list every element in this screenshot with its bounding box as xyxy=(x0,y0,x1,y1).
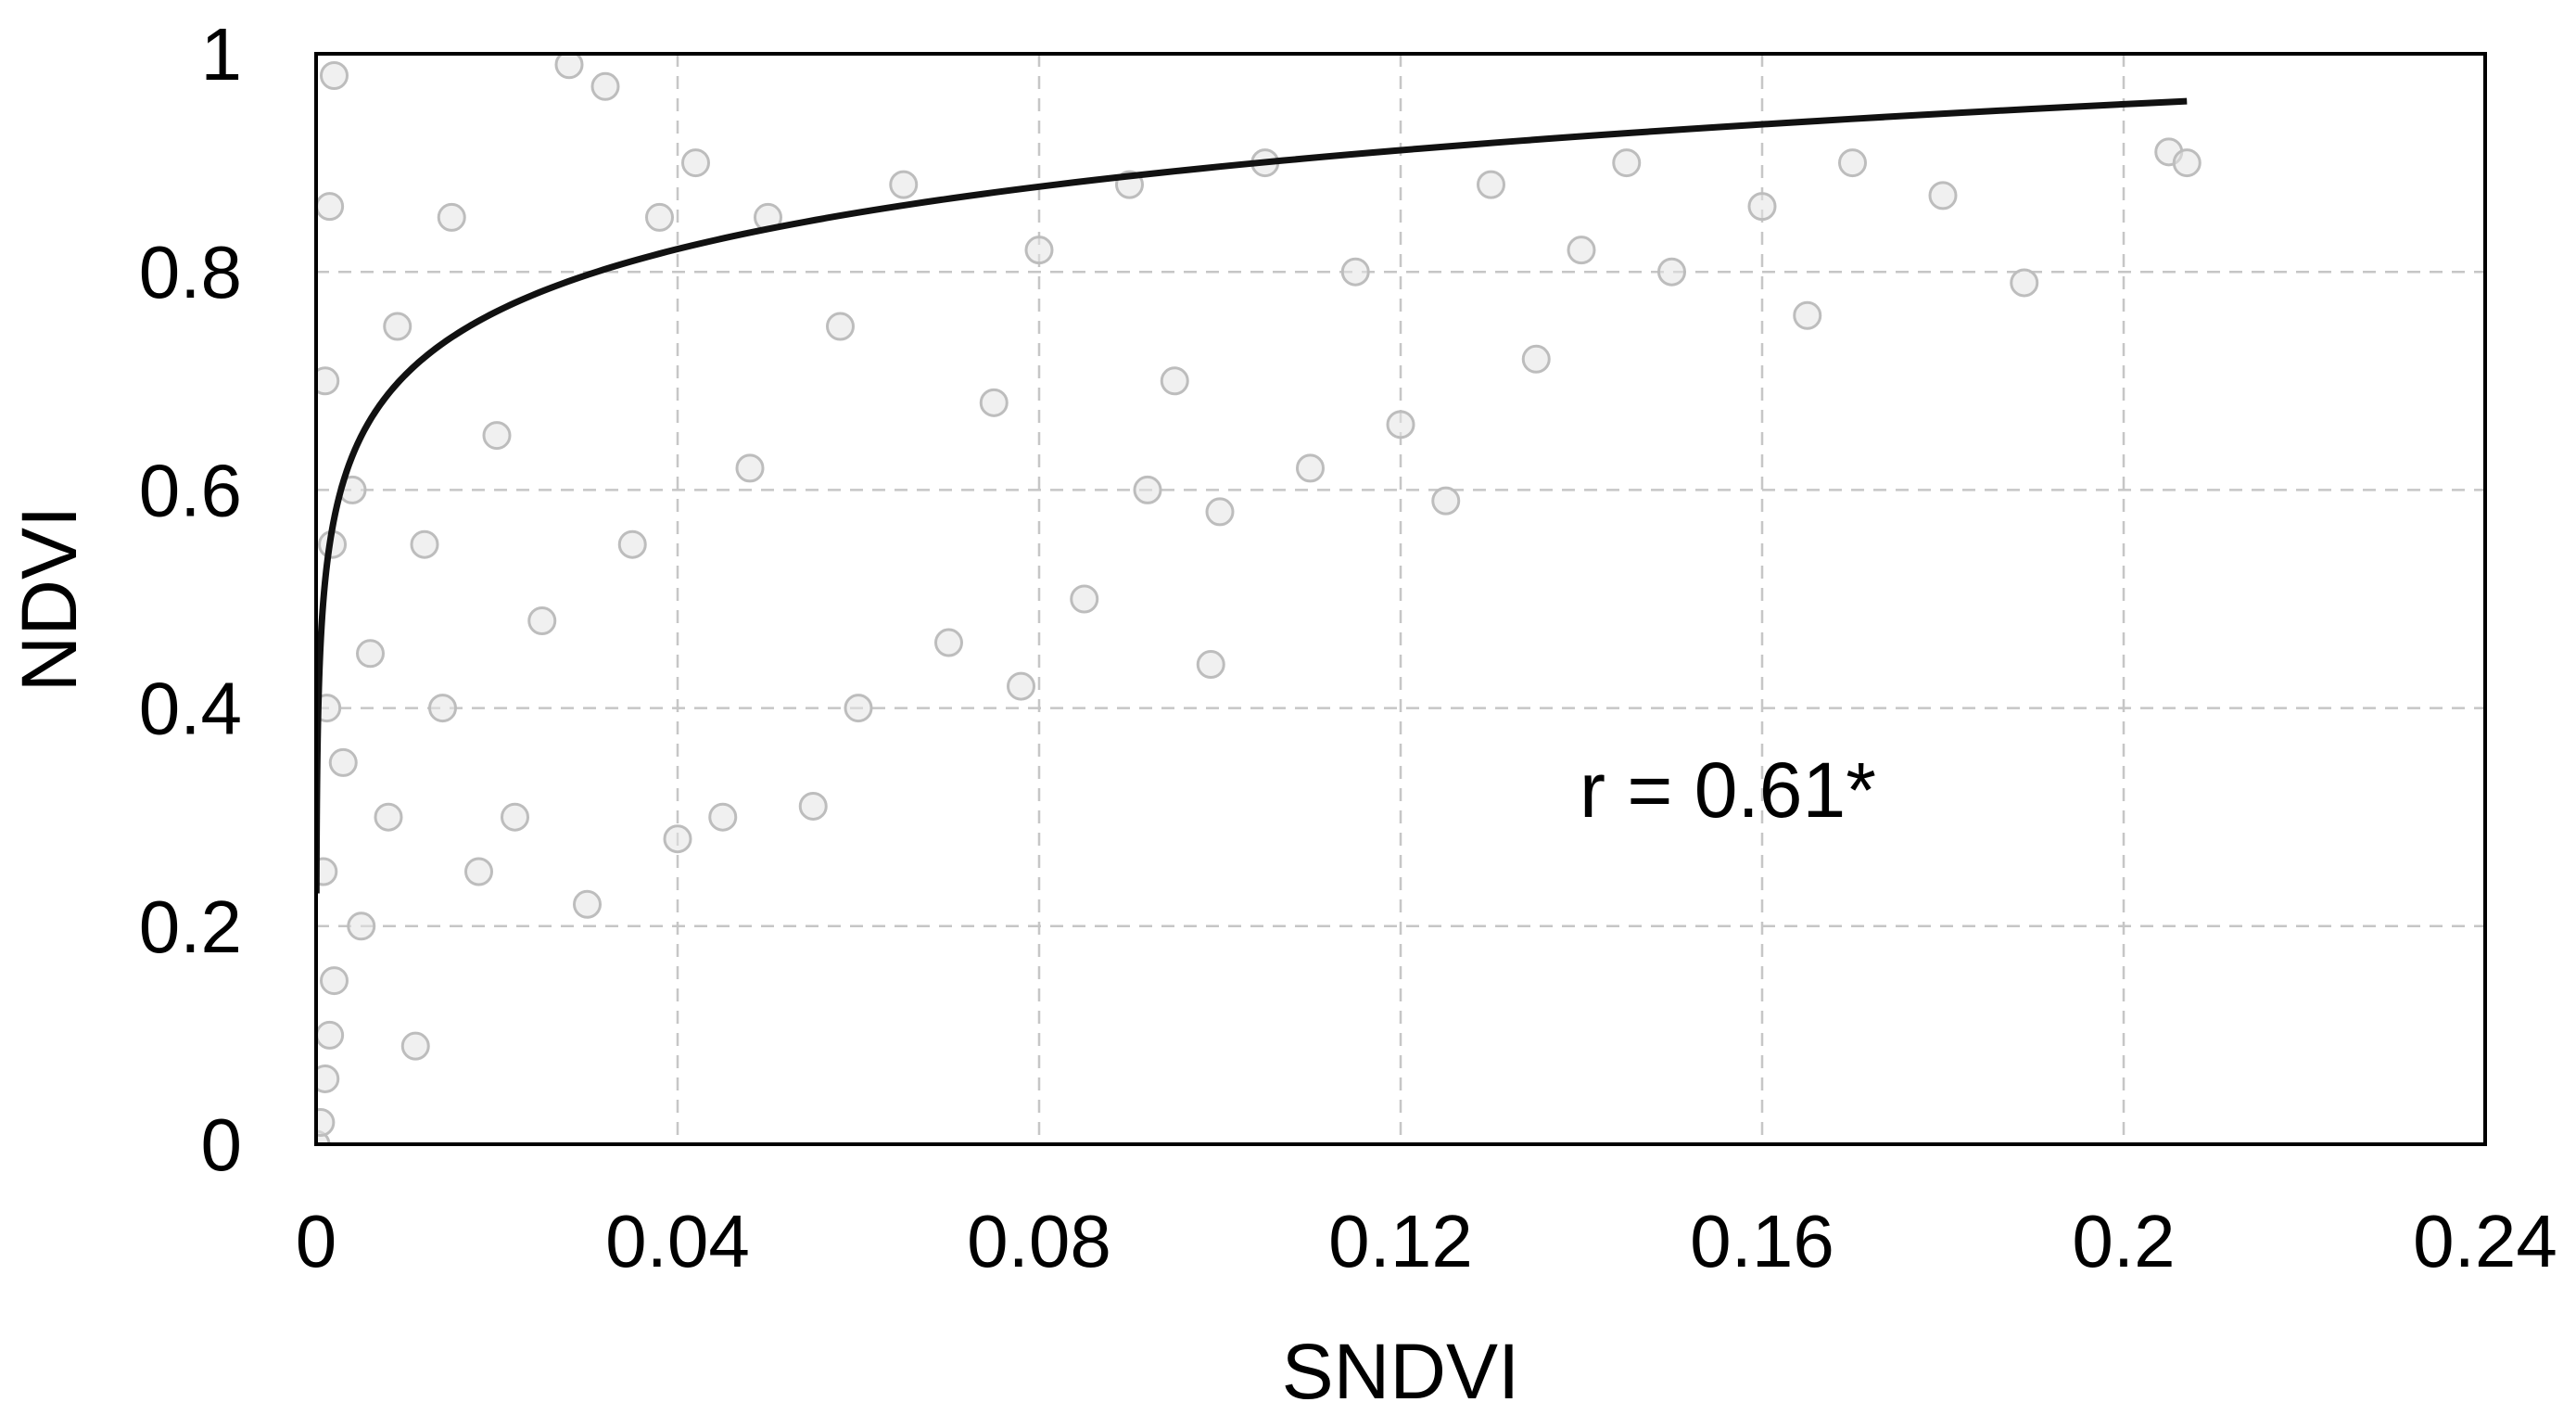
scatter-point-11 xyxy=(328,747,358,777)
scatter-point-58 xyxy=(1657,257,1686,287)
scatter-point-4 xyxy=(320,966,349,996)
scatter-point-56 xyxy=(1567,236,1596,265)
scatter-point-19 xyxy=(428,694,457,723)
scatter-point-54 xyxy=(1477,170,1505,199)
scatter-point-24 xyxy=(527,606,557,636)
x-tick-labels: 0 0.04 0.08 0.12 0.16 0.2 0.24 xyxy=(296,1200,2557,1282)
scatter-point-65 xyxy=(2172,148,2202,178)
scatter-point-45 xyxy=(1133,475,1162,504)
scatter-point-18 xyxy=(410,529,439,559)
y-tick-label-5: 1 xyxy=(201,13,243,96)
scatter-point-3 xyxy=(316,1020,345,1050)
scatter-point-41 xyxy=(1007,671,1035,701)
y-tick-label-3: 0.6 xyxy=(139,449,242,531)
y-tick-label-0: 0 xyxy=(201,1103,243,1186)
scatter-point-50 xyxy=(1296,453,1325,483)
scatter-point-47 xyxy=(1196,650,1225,680)
scatter-point-39 xyxy=(934,628,963,657)
y-axis-title: NDVI xyxy=(6,506,93,693)
scatter-point-40 xyxy=(979,388,1009,417)
scatter-point-2 xyxy=(316,1064,340,1093)
scatter-point-13 xyxy=(347,911,376,941)
scatter-point-55 xyxy=(1521,344,1551,374)
scatter-point-15 xyxy=(374,802,403,832)
grid-lines xyxy=(316,54,2485,1144)
scatter-point-14 xyxy=(356,639,385,669)
scatter-point-61 xyxy=(1838,148,1867,178)
fit-curve xyxy=(316,97,2188,894)
scatter-point-46 xyxy=(1160,366,1189,396)
scatter-point-5 xyxy=(316,857,338,886)
x-tick-label-4: 0.16 xyxy=(1690,1200,1834,1282)
scatter-point-28 xyxy=(617,529,647,559)
scatter-point-35 xyxy=(798,791,828,821)
scatter-point-1 xyxy=(316,1107,336,1137)
scatter-point-37 xyxy=(844,694,873,723)
scatter-point-43 xyxy=(1070,584,1099,614)
scatter-point-31 xyxy=(681,148,710,178)
scatter-point-25 xyxy=(554,54,584,80)
x-tick-label-0: 0 xyxy=(296,1200,337,1282)
scatter-point-62 xyxy=(1928,181,1958,210)
scatter-point-33 xyxy=(735,453,765,483)
x-tick-label-6: 0.24 xyxy=(2413,1200,2557,1282)
correlation-annotation: r = 0.61* xyxy=(1580,746,1876,834)
x-tick-label-3: 0.12 xyxy=(1328,1200,1473,1282)
scatter-point-17 xyxy=(400,1031,430,1061)
scatter-point-63 xyxy=(2010,268,2039,298)
scatter-point-29 xyxy=(645,202,674,232)
y-tick-label-1: 0.2 xyxy=(139,886,242,968)
x-tick-label-2: 0.08 xyxy=(967,1200,1111,1282)
scatter-point-42 xyxy=(1024,236,1054,265)
scatter-point-9 xyxy=(316,192,345,222)
fit-curve-layer xyxy=(316,97,2188,894)
scatter-point-10 xyxy=(320,61,349,91)
scatter-point-16 xyxy=(383,312,412,341)
scatter-point-48 xyxy=(1205,497,1235,527)
x-axis-title: SNDVI xyxy=(1282,1328,1520,1410)
scatter-point-53 xyxy=(1431,486,1461,516)
y-tick-label-2: 0.4 xyxy=(139,668,242,750)
scatter-point-52 xyxy=(1386,410,1415,440)
scatter-point-51 xyxy=(1340,257,1370,287)
scatter-point-38 xyxy=(889,170,919,199)
scatter-point-20 xyxy=(437,202,466,232)
scatter-point-26 xyxy=(573,889,602,919)
scatter-point-36 xyxy=(826,312,855,341)
plot-frame xyxy=(314,52,2487,1146)
scatter-point-23 xyxy=(501,802,529,832)
x-tick-label-1: 0.04 xyxy=(605,1200,750,1282)
y-tick-label-4: 0.8 xyxy=(139,231,242,313)
scatter-points xyxy=(316,54,2202,1144)
y-tick-labels: 0 0.2 0.4 0.6 0.8 1 xyxy=(139,13,242,1186)
scatter-point-57 xyxy=(1612,148,1642,178)
scatter-point-6 xyxy=(316,694,342,723)
scatter-point-27 xyxy=(590,71,620,101)
scatter-point-30 xyxy=(663,824,692,854)
scatter-point-60 xyxy=(1793,300,1822,330)
scatter-point-59 xyxy=(1747,192,1777,222)
scatter-point-32 xyxy=(708,802,738,832)
scatter-point-22 xyxy=(482,421,512,451)
x-tick-label-5: 0.2 xyxy=(2072,1200,2175,1282)
scatter-point-8 xyxy=(316,366,340,396)
scatter-point-21 xyxy=(464,857,493,886)
